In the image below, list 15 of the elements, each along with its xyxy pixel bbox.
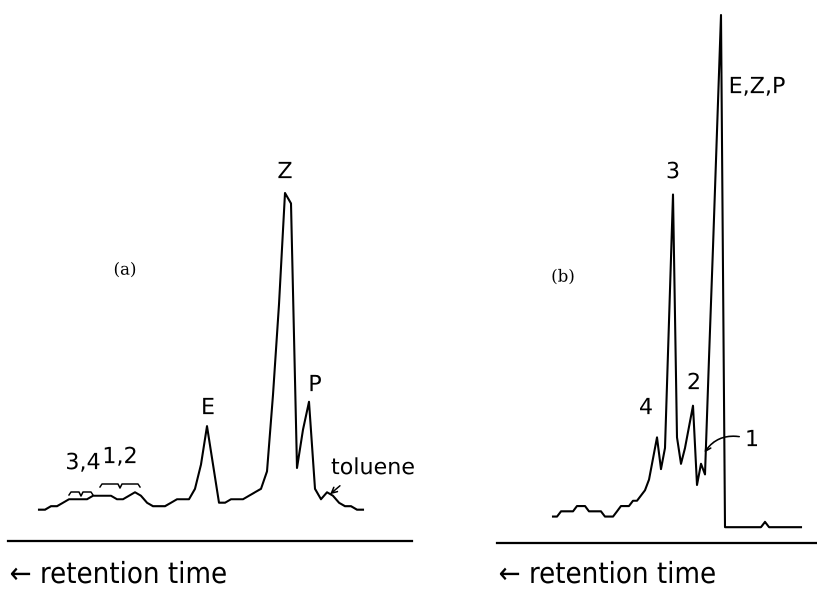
annotation: E: [203, 398, 214, 414]
annotation: 2: [688, 372, 699, 390]
text: (a): [114, 262, 136, 278]
annotation: P: [310, 374, 321, 392]
annotation: 4: [640, 398, 652, 414]
text: (b): [552, 268, 574, 284]
annotation: 3,4: [67, 452, 100, 472]
annotation: E,Z,P: [730, 76, 785, 96]
annotation: 3: [668, 162, 678, 178]
text: Z: [278, 162, 292, 178]
x-axis-title: ← retention time: [500, 560, 715, 584]
annotation: 1: [747, 430, 758, 446]
annotation: 1,2: [104, 446, 136, 466]
annotation: toluene: [332, 457, 414, 474]
x-axis-title: ← retention time: [10, 560, 226, 584]
